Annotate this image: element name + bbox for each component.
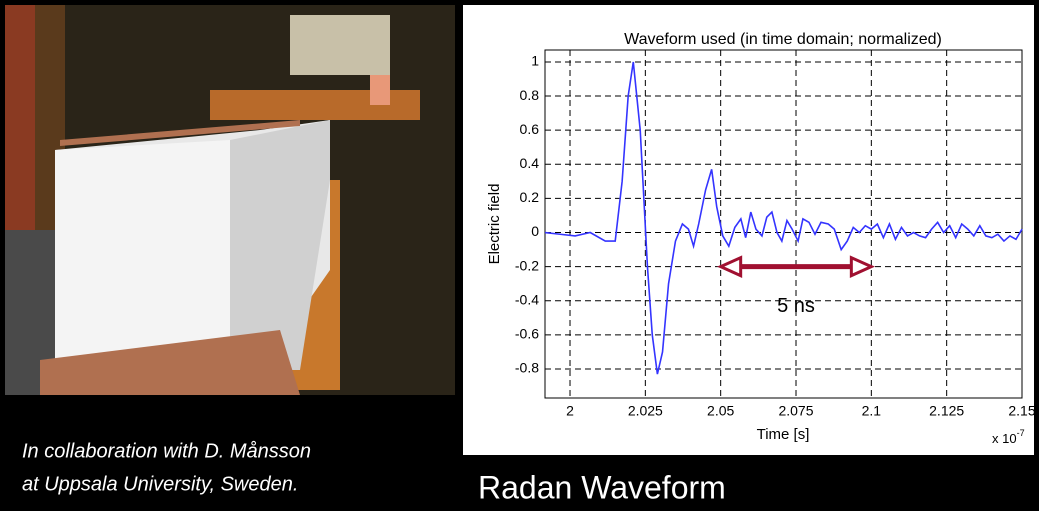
x-tick-label: 2.075 — [778, 403, 813, 419]
x-multiplier-base: x 10 — [992, 431, 1017, 446]
y-tick-label: 1 — [531, 53, 539, 69]
x-multiplier: x 10-7 — [992, 428, 1025, 446]
caption-line: at Uppsala University, Sweden. — [22, 473, 298, 495]
y-tick-label: -0.8 — [515, 360, 539, 376]
device-part — [370, 75, 390, 105]
y-tick-label: 0.8 — [520, 87, 540, 103]
y-tick-label: 0 — [531, 223, 539, 239]
arrow-head — [717, 255, 743, 278]
device — [290, 15, 390, 75]
brick-wall — [5, 5, 35, 235]
x-tick-label: 2.125 — [929, 403, 964, 419]
x-axis-label: Time [s] — [757, 426, 810, 443]
copper-plate — [40, 330, 300, 395]
annotation-text: 5 ns — [777, 295, 815, 317]
x-multiplier-exponent: -7 — [1017, 428, 1025, 438]
y-axis-label: Electric field — [486, 184, 503, 265]
chart-panel — [463, 5, 1034, 455]
y-tick-label: -0.4 — [515, 291, 539, 307]
foam-side — [230, 120, 330, 370]
caption-line: In collaboration with D. Månsson — [22, 440, 311, 462]
x-tick-label: 2.1 — [862, 403, 882, 419]
plot-frame — [544, 49, 1023, 399]
copper-top — [60, 120, 300, 146]
data-line — [544, 61, 1023, 375]
y-tick-label: 0.6 — [520, 121, 540, 137]
x-tick-label: 2 — [566, 403, 574, 419]
chart-title: Waveform used (in time domain; normalize… — [624, 31, 942, 48]
y-tick-label: 0.4 — [520, 155, 540, 171]
x-tick-label: 2.15 — [1008, 403, 1035, 419]
slide-title: Radan Waveform — [478, 469, 726, 505]
foam-front — [55, 140, 230, 370]
photo — [5, 5, 455, 395]
y-tick-label: -0.6 — [515, 326, 539, 342]
y-tick-label: 0.2 — [520, 189, 540, 205]
x-tick-label: 2.05 — [707, 403, 734, 419]
arrow-head — [849, 255, 875, 278]
x-tick-label: 2.025 — [628, 403, 663, 419]
y-tick-label: -0.2 — [515, 257, 539, 273]
